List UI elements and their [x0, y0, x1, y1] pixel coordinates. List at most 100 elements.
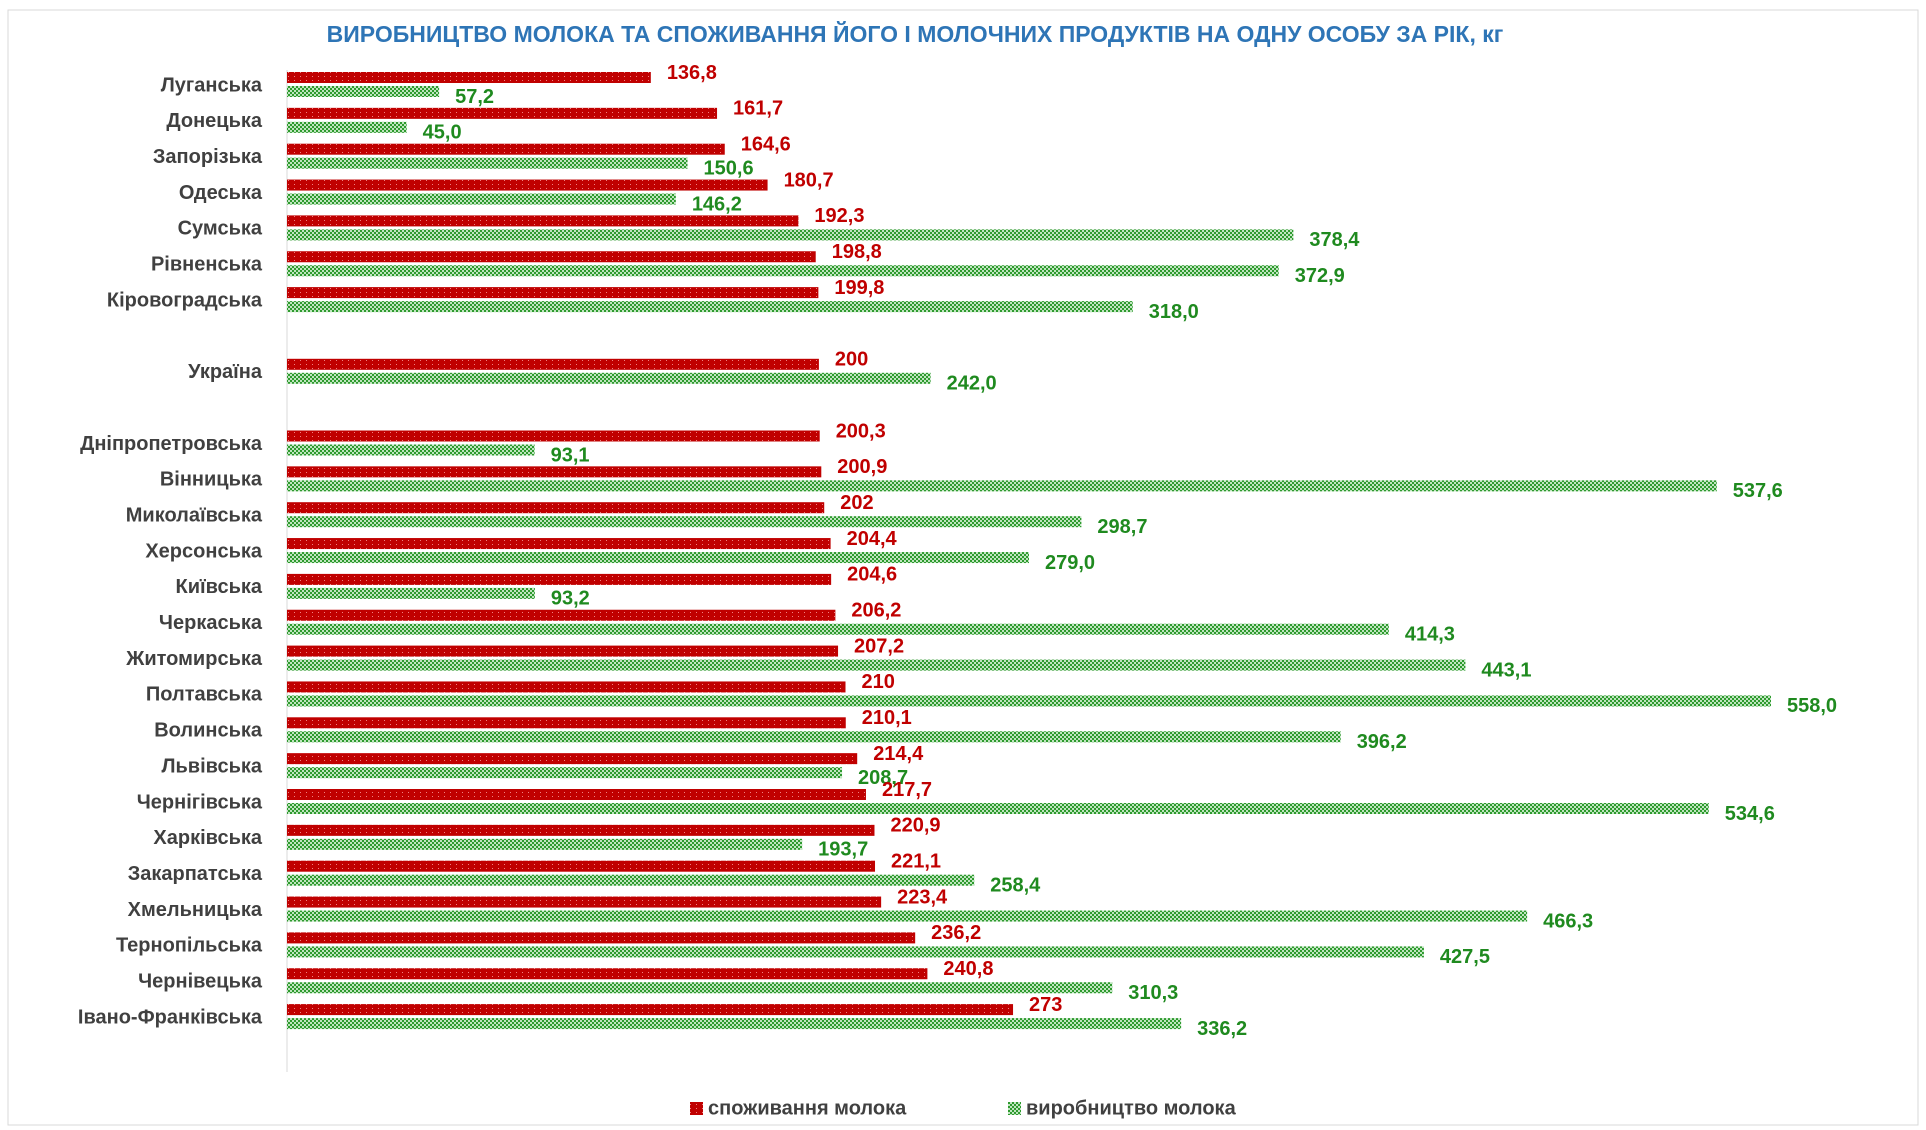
y-tick-label: Полтавська [146, 684, 263, 706]
data-label: 207,2 [854, 635, 904, 657]
data-label: 204,6 [847, 564, 897, 586]
data-label: 279,0 [1045, 552, 1095, 574]
y-tick-label: Львівська [161, 755, 262, 777]
data-label: 93,2 [551, 588, 590, 610]
chart-frame [7, 9, 1919, 1126]
y-tick-label: Дніпропетровська [80, 433, 263, 455]
bar [287, 552, 1029, 564]
bar [287, 430, 820, 442]
bar [287, 107, 718, 119]
y-tick-label: Київська [176, 576, 263, 598]
data-label: 200,9 [837, 456, 887, 478]
data-label: 396,2 [1357, 731, 1407, 753]
bar [287, 466, 822, 478]
y-tick-label: Хмельницька [128, 899, 263, 921]
y-tick-label: Рівненська [151, 254, 263, 276]
bar [287, 157, 688, 169]
chart-title: ВИРОБНИЦТВО МОЛОКА ТА СПОЖИВАННЯ ЙОГО І … [327, 20, 1504, 47]
bar [287, 838, 803, 850]
data-label: 136,8 [667, 62, 717, 84]
legend-label: виробництво молока [1026, 1097, 1237, 1119]
bar [287, 251, 816, 263]
y-tick-label: Харківська [153, 827, 262, 849]
data-label: 466,3 [1543, 910, 1593, 932]
data-label: 534,6 [1725, 803, 1775, 825]
data-label: 204,4 [847, 528, 898, 550]
y-tick-label: Херсонська [145, 540, 263, 562]
data-label: 57,2 [455, 86, 494, 108]
y-tick-label: Сумська [178, 218, 263, 240]
y-tick-label: Запорізька [153, 146, 263, 168]
bar [287, 121, 407, 133]
bar [287, 932, 916, 944]
bar [287, 860, 876, 872]
bar [287, 910, 1528, 922]
data-label: 146,2 [692, 193, 742, 215]
bar [287, 573, 832, 585]
y-tick-label: Чернігівська [137, 791, 263, 813]
legend-marker [1008, 1102, 1021, 1115]
bar [287, 896, 882, 908]
bar [287, 803, 1709, 814]
bar [287, 538, 831, 550]
bar [287, 824, 875, 836]
data-label: 298,7 [1097, 516, 1147, 538]
data-label: 258,4 [990, 874, 1041, 896]
bar [287, 731, 1341, 743]
data-label: 93,1 [551, 444, 590, 466]
bar [287, 372, 931, 384]
bar [287, 609, 836, 621]
bar [287, 717, 846, 729]
legend-label: споживання молока [708, 1097, 907, 1119]
data-label: 537,6 [1733, 480, 1783, 502]
y-tick-label: Івано-Франківська [78, 1006, 263, 1028]
data-label: 310,3 [1128, 982, 1178, 1004]
data-label: 236,2 [931, 922, 981, 944]
y-tick-label: Чернівецька [138, 971, 263, 993]
bar [287, 215, 799, 227]
data-label: 161,7 [733, 98, 783, 120]
data-label: 193,7 [818, 839, 868, 861]
y-tick-label: Миколаївська [126, 504, 263, 526]
data-label: 220,9 [890, 815, 940, 837]
bar [287, 502, 825, 514]
data-label: 192,3 [814, 205, 864, 227]
data-label: 210 [861, 671, 894, 693]
data-label: 202 [840, 492, 873, 514]
data-label: 223,4 [897, 886, 948, 908]
bar [287, 968, 928, 980]
data-label: 240,8 [943, 958, 993, 980]
y-tick-label: Україна [188, 361, 263, 383]
bar [287, 516, 1082, 528]
bar [287, 265, 1279, 277]
data-label: 217,7 [882, 779, 932, 801]
y-tick-label: Закарпатська [128, 863, 263, 885]
data-label: 273 [1029, 994, 1062, 1016]
data-label: 242,0 [947, 373, 997, 395]
bar [287, 946, 1424, 958]
bar [287, 143, 725, 155]
data-label: 221,1 [891, 850, 941, 872]
data-label: 372,9 [1295, 265, 1345, 287]
data-label: 208,7 [858, 767, 908, 789]
bar [287, 444, 535, 456]
bar [287, 695, 1771, 707]
bar [287, 623, 1389, 635]
y-tick-label: Одеська [179, 182, 263, 204]
data-label: 164,6 [741, 133, 791, 155]
data-label: 206,2 [851, 600, 901, 622]
bar [287, 358, 819, 370]
bar [287, 753, 858, 765]
bar [287, 287, 819, 299]
y-tick-label: Волинська [154, 720, 263, 742]
data-label: 443,1 [1481, 659, 1531, 681]
bar [287, 681, 846, 693]
data-label: 199,8 [834, 277, 884, 299]
data-label: 200 [835, 349, 868, 371]
y-tick-label: Тернопільська [116, 935, 263, 957]
data-label: 45,0 [423, 122, 462, 144]
y-tick-label: Черкаська [159, 612, 263, 634]
bar [287, 767, 843, 779]
y-tick-label: Донецька [166, 110, 263, 132]
